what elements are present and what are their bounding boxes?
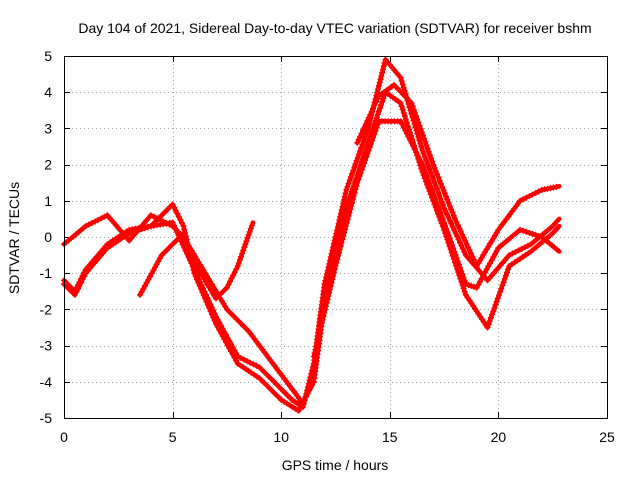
y-tick-label: -4 <box>40 374 53 390</box>
y-tick-label: -2 <box>40 301 53 317</box>
series-track-6 <box>354 82 562 269</box>
chart-title: Day 104 of 2021, Sidereal Day-to-day VTE… <box>78 20 591 36</box>
y-tick-label: 0 <box>44 229 52 245</box>
x-tick-label: 20 <box>491 429 507 445</box>
series-markers <box>310 118 560 360</box>
x-tick-label: 25 <box>599 429 615 445</box>
x-tick-label: 10 <box>273 429 289 445</box>
x-axis-label: GPS time / hours <box>282 457 389 473</box>
y-tick-label: 1 <box>44 193 52 209</box>
y-tick-label: -5 <box>40 410 53 426</box>
plot-frame <box>64 56 608 419</box>
x-tick-label: 15 <box>382 429 398 445</box>
grid <box>64 56 607 418</box>
series-markers <box>354 82 560 269</box>
series-track-4 <box>61 212 306 406</box>
series-track-5 <box>310 118 562 360</box>
plot-series <box>61 56 562 414</box>
x-tick-label: 5 <box>169 429 177 445</box>
y-tick-label: 3 <box>44 120 52 136</box>
y-tick-label: 2 <box>44 157 52 173</box>
y-tick-label: -1 <box>40 265 53 281</box>
y-tick-label: -3 <box>40 338 53 354</box>
y-axis-label: SDTVAR / TECUs <box>6 182 22 294</box>
y-tick-label: 5 <box>44 48 52 64</box>
tick-labels: 0 5 10 15 20 25 -5 -4 -3 -2 -1 0 1 2 3 4 5 <box>40 48 615 445</box>
x-tick-label: 0 <box>60 429 68 445</box>
y-tick-label: 4 <box>44 84 52 100</box>
